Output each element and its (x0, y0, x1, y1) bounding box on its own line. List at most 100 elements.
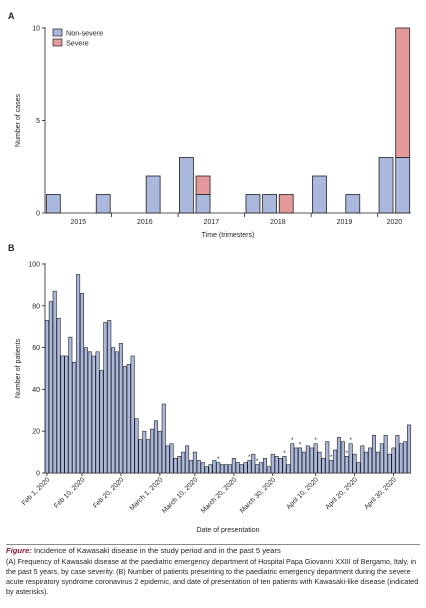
panel-b-asterisk: * (314, 437, 317, 444)
panel-a-year-label: 2017 (204, 219, 220, 226)
panel-b-bar (196, 460, 201, 474)
panel-b-bar (375, 451, 380, 474)
panel-a-bar-non-severe (312, 175, 327, 214)
panel-b-bar (403, 441, 408, 474)
panel-a-legend-swatch (52, 38, 63, 47)
panel-b-bar (165, 445, 170, 474)
panel-b-bar (161, 403, 166, 474)
panel-a-bar-severe (195, 175, 211, 195)
panel-b-bar (188, 460, 194, 474)
panel-b-bar (212, 460, 217, 474)
panel-b-x-tick-label: Feb 20, 2020 (92, 476, 125, 509)
panel-b-bar (122, 366, 127, 474)
panel-b-bar (111, 347, 116, 474)
panel-b-bar (255, 464, 260, 474)
panel-b-bar (231, 458, 236, 474)
panel-b-bar (344, 455, 349, 474)
panel-b-asterisk: * (283, 450, 286, 457)
panel-b-bar (329, 460, 334, 474)
panel-b-bar (298, 447, 303, 474)
panel-b-bar (266, 466, 271, 474)
panel-b-bar (204, 466, 209, 474)
panel-b-asterisk: * (291, 437, 294, 444)
caption-title-text: Incidence of Kawasaki disease in the stu… (31, 546, 281, 555)
panel-a-bar-non-severe (395, 157, 411, 214)
panel-a-year-label: 2018 (270, 219, 286, 226)
panel-b-bar (407, 424, 412, 474)
panel-b-bar (395, 435, 400, 474)
panel-b-y-label: Number of patients (15, 338, 22, 398)
panel-b-bar (185, 445, 190, 474)
panel-b-bar (181, 451, 186, 474)
panel-b-bar (99, 370, 104, 474)
panel-b-bar (103, 322, 108, 474)
panel-a-legend-label: Non-severe (66, 28, 103, 37)
panel-b-bar (95, 351, 100, 474)
panel-a-y-tick-label: 10 (32, 26, 40, 33)
panel-a-bar-non-severe (378, 157, 394, 214)
panel-b-bar (251, 453, 256, 474)
caption-title-label: Figure: (6, 546, 32, 555)
panel-a-x-label: Time (trimesters) (202, 232, 255, 239)
panel-b-bar (379, 443, 384, 474)
panel-b-asterisk: * (248, 454, 251, 461)
panel-b-bar (278, 458, 283, 474)
panel-b-asterisk: * (256, 458, 259, 465)
panel-b-x-tick-label: Feb 1, 2020 (21, 476, 52, 507)
panel-b-bar (48, 301, 53, 474)
panel-a-bar-non-severe (195, 194, 211, 214)
panel-b-x-tick-label: March 30, 2020 (239, 476, 278, 515)
panel-b-bar (118, 343, 123, 474)
panel-b-bar (192, 451, 197, 474)
panel-b-bar (290, 443, 295, 474)
panel-a-label: A (8, 11, 15, 21)
panel-b-asterisk: * (349, 437, 352, 444)
panel-b-bar (340, 441, 345, 474)
panel-a-bar-non-severe (95, 194, 111, 214)
panel-b-label: B (8, 243, 15, 253)
panel-b-y-tick-label: 0 (36, 471, 40, 478)
panel-b-bar (274, 455, 279, 474)
panel-a-legend-swatch (52, 28, 63, 37)
panel-b-x-tick-label: April 10, 2020 (285, 476, 320, 511)
panel-a-y-label: Number of cases (15, 94, 22, 147)
caption-title: Figure: Incidence of Kawasaki disease in… (6, 546, 420, 556)
panel-b-bar (387, 453, 392, 474)
panel-b-x-tick-label: March 1, 2020 (129, 476, 165, 512)
panel-b-bar (243, 462, 248, 474)
panel-b-bar (227, 464, 232, 474)
panel-b-asterisk: * (217, 456, 220, 463)
panel-b-bar (91, 355, 96, 474)
panel-a-year-label: 2016 (137, 219, 153, 226)
panel-a-year-label: 2015 (70, 219, 86, 226)
panel-b-bar (44, 320, 49, 474)
panel-b-bar (87, 351, 92, 474)
figure-caption: Figure: Incidence of Kawasaki disease in… (6, 546, 420, 597)
panel-b-bar (259, 462, 264, 474)
panel-b-bar (313, 443, 318, 474)
caption-rule (6, 544, 420, 545)
panel-b-bar (348, 443, 353, 474)
panel-a-year-label: 2020 (387, 219, 403, 226)
panel-b-bar (83, 347, 88, 474)
panel-b-bar (146, 439, 151, 474)
panel-a-bar-severe (278, 194, 294, 214)
panel-b-x-tick-label: Feb 10, 2020 (53, 476, 86, 509)
panel-b-bar (142, 430, 147, 474)
panel-b-bar (286, 464, 291, 474)
panel-b-bar (247, 460, 252, 474)
panel-b-bar (317, 451, 322, 474)
panel-b-bar (309, 447, 314, 474)
panel-b-bar (169, 443, 174, 474)
panel-b-bar (321, 458, 326, 474)
panel-a-bar-non-severe (245, 194, 261, 214)
panel-b-y-tick-label: 20 (32, 429, 40, 436)
panel-a-bar-non-severe (262, 194, 277, 214)
panel-b-bar (383, 435, 388, 474)
panel-b-y-tick-label: 80 (32, 303, 40, 310)
panel-b-bar (294, 447, 299, 474)
panel-b-bar (200, 462, 205, 474)
panel-b-bar (56, 318, 61, 474)
panel-b-bar (224, 464, 229, 474)
panel-b-x-label: Date of presentation (196, 527, 259, 534)
